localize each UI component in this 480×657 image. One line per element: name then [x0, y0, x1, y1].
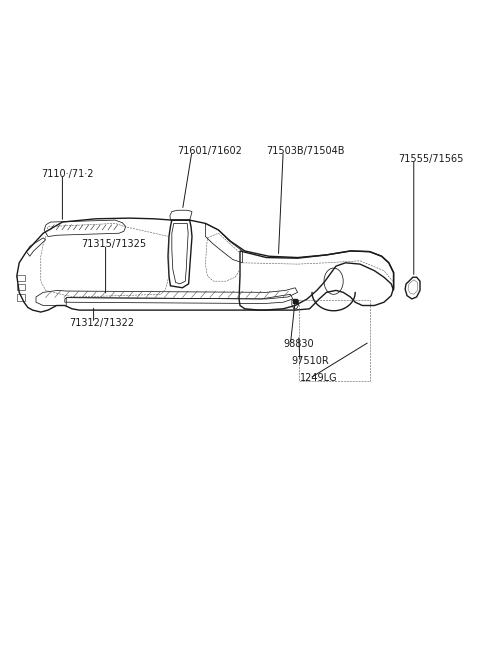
Bar [17, 275, 25, 281]
Text: 98830: 98830 [283, 339, 314, 350]
Text: 71601/71602: 71601/71602 [178, 146, 242, 156]
Text: 7110·/71·2: 7110·/71·2 [41, 169, 93, 179]
Text: 71555/71565: 71555/71565 [398, 154, 464, 164]
Text: 71312/71322: 71312/71322 [70, 318, 135, 328]
Text: 1249LG: 1249LG [300, 373, 337, 384]
Text: 71315/71325: 71315/71325 [82, 239, 147, 250]
Bar [17, 284, 25, 290]
Text: 71503B/71504B: 71503B/71504B [266, 146, 345, 156]
Bar [17, 294, 25, 301]
Text: 97510R: 97510R [292, 356, 330, 367]
